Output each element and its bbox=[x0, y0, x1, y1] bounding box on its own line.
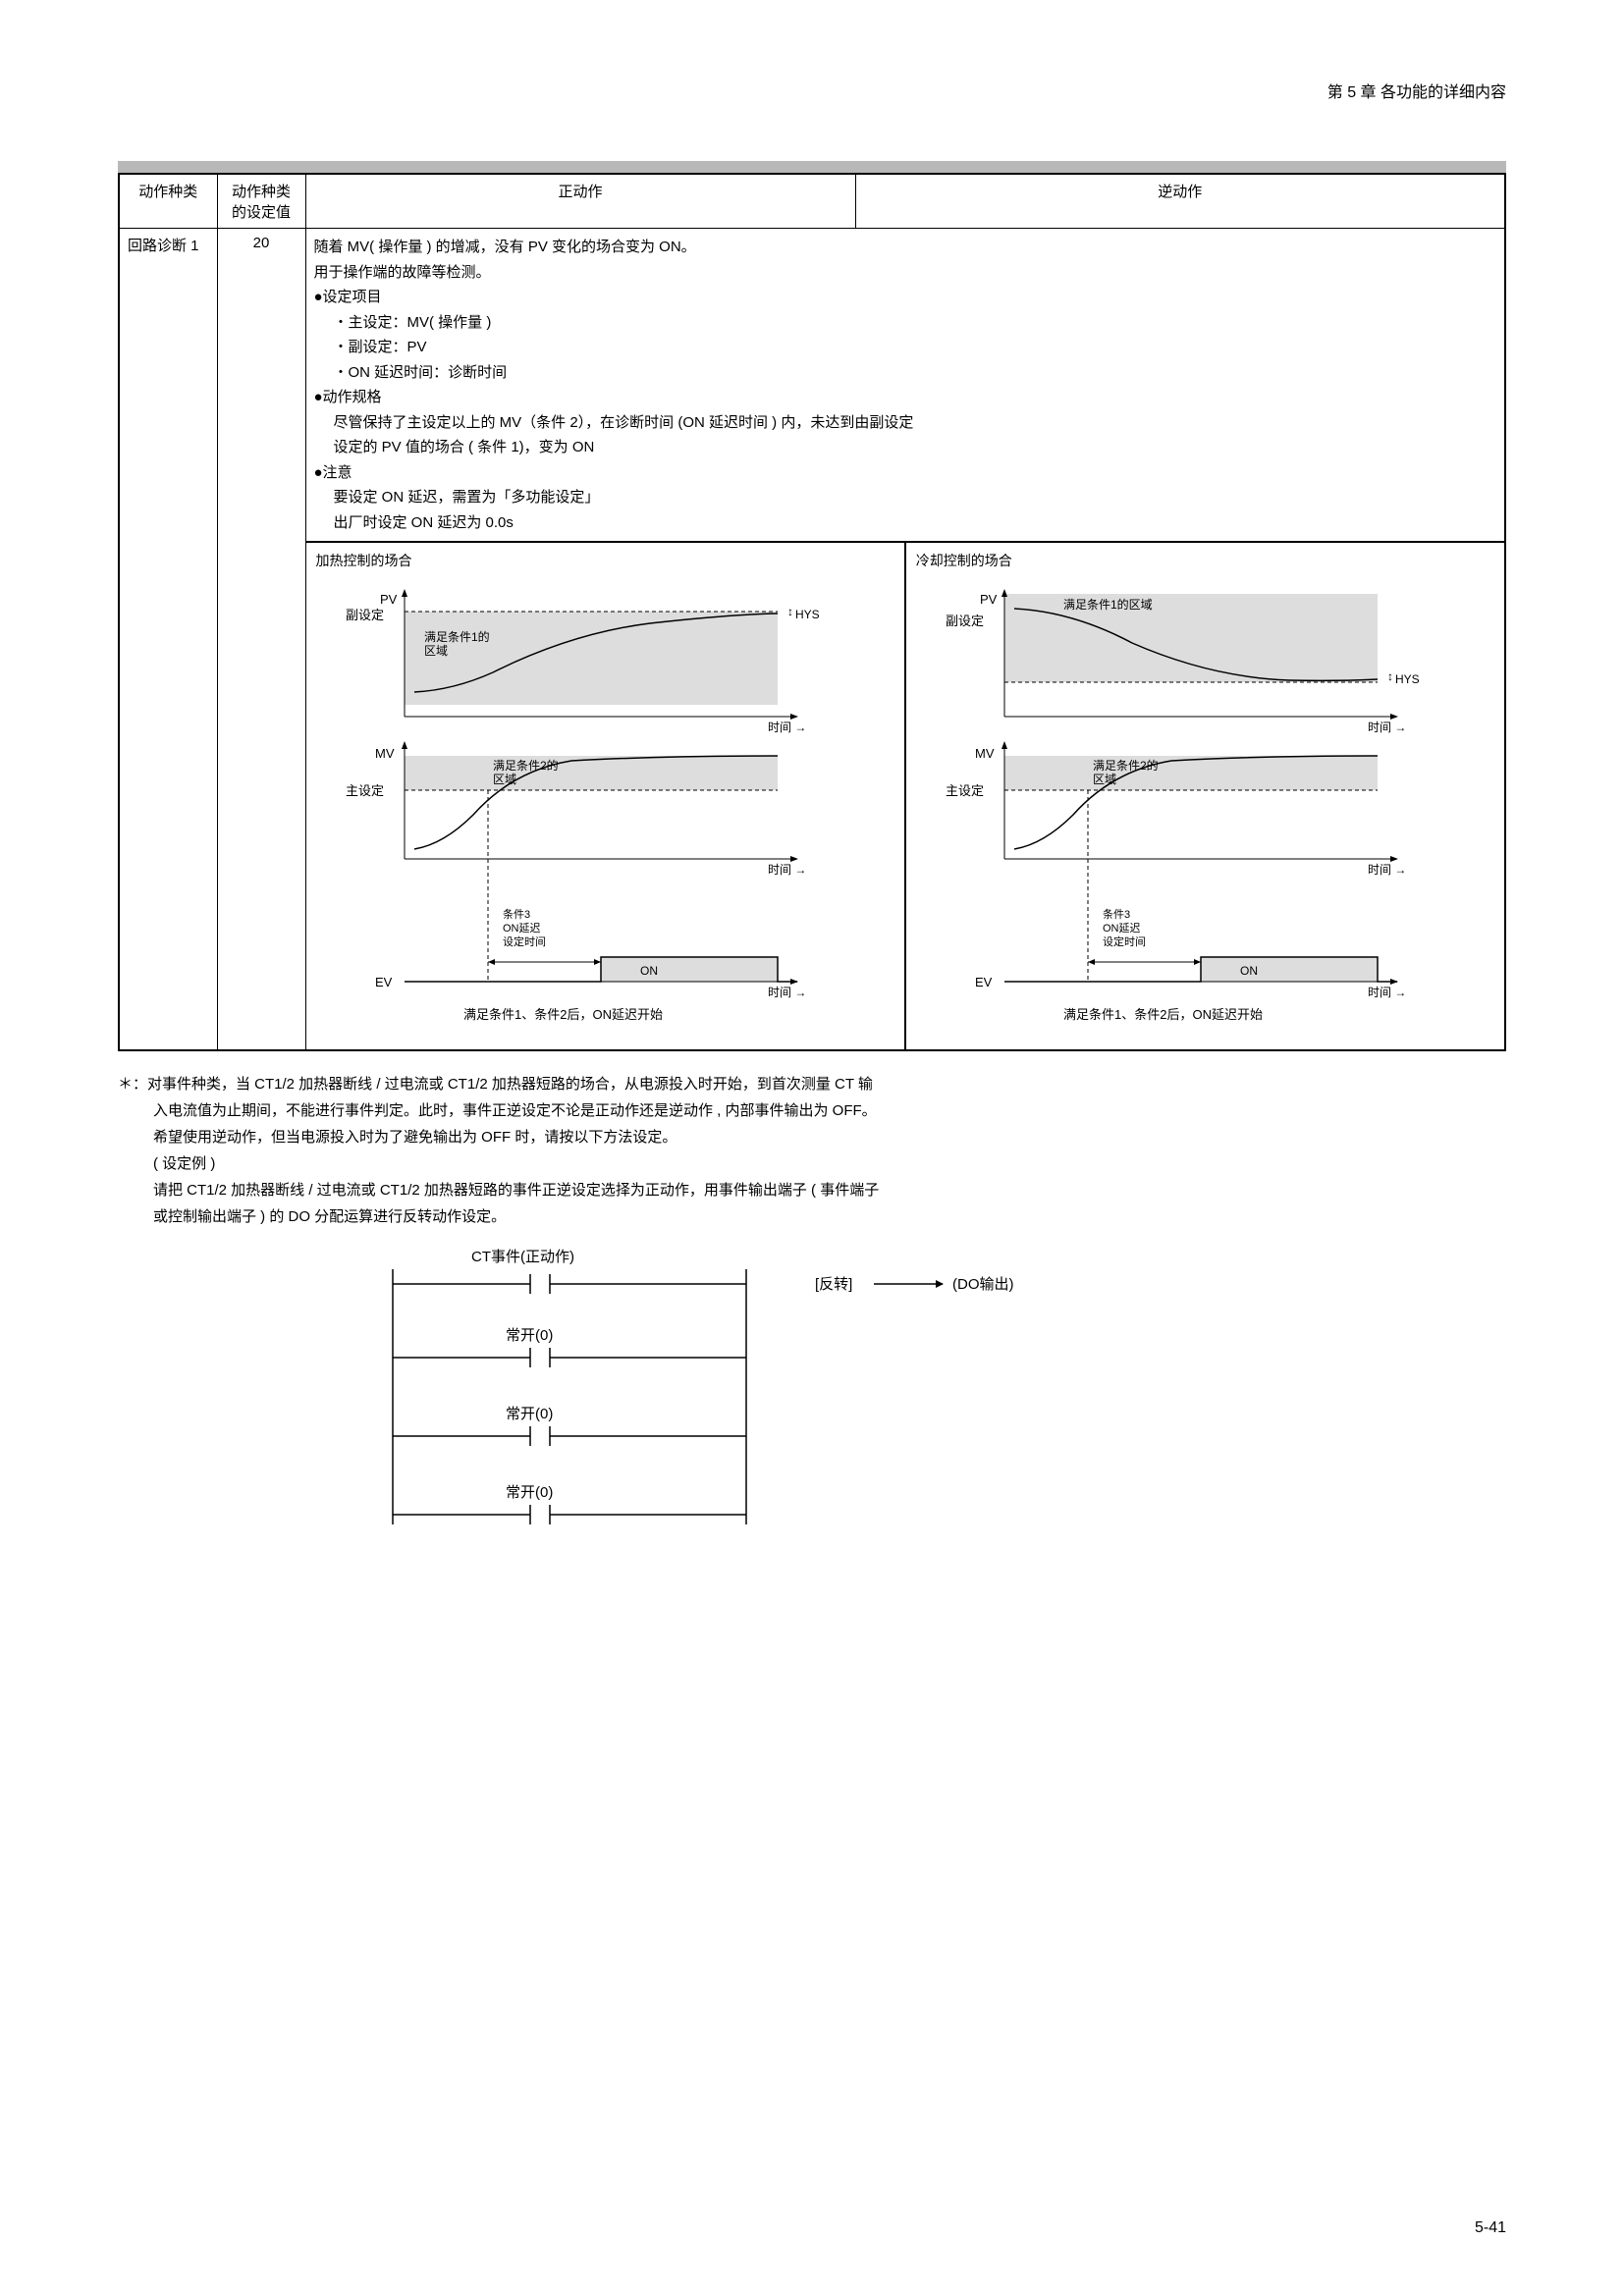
svg-text:常开(0): 常开(0) bbox=[506, 1484, 553, 1501]
svg-text:HYS: HYS bbox=[795, 608, 820, 621]
svg-text:ON: ON bbox=[1240, 964, 1258, 978]
chart-heating-title: 加热控制的场合 bbox=[316, 551, 894, 570]
fn-line: ( 设定例 ) bbox=[118, 1150, 1506, 1177]
table-header-row: 动作种类 动作种类 的设定值 正动作 逆动作 bbox=[119, 174, 1505, 229]
svg-text:时间 →: 时间 → bbox=[1368, 986, 1406, 999]
svg-text:时间 →: 时间 → bbox=[768, 863, 806, 877]
svg-text:PV: PV bbox=[380, 592, 398, 607]
svg-text:满足条件1的区域: 满足条件1的区域 bbox=[1063, 597, 1153, 612]
page-number: 5-41 bbox=[1475, 2219, 1506, 2237]
th-reverse: 逆动作 bbox=[855, 174, 1505, 229]
svg-text:EV: EV bbox=[375, 975, 393, 989]
svg-text:↕: ↕ bbox=[1387, 669, 1393, 683]
page-header: 第 5 章 各功能的详细内容 bbox=[118, 79, 1506, 102]
svg-text:常开(0): 常开(0) bbox=[506, 1406, 553, 1422]
fn-line: 希望使用逆动作，但当电源投入时为了避免输出为 OFF 时，请按以下方法设定。 bbox=[118, 1124, 1506, 1150]
ladder-svg: CT事件(正动作) [反转] (DO输出) 常开(0) 常开(0) 常开(0) bbox=[353, 1240, 1139, 1554]
svg-text:条件3ON延迟设定时间: 条件3ON延迟设定时间 bbox=[503, 907, 546, 948]
svg-text:时间 →: 时间 → bbox=[768, 986, 806, 999]
chart-heating: 加热控制的场合 PV 副设定 ↕ bbox=[306, 542, 905, 1049]
desc-text: 随着 MV( 操作量 ) 的增减，没有 PV 变化的场合变为 ON。 用于操作端… bbox=[306, 229, 1505, 542]
svg-text:EV: EV bbox=[975, 975, 993, 989]
cell-value: 20 bbox=[217, 229, 305, 1051]
cell-name: 回路诊断 1 bbox=[119, 229, 217, 1051]
fn-line: 请把 CT1/2 加热器断线 / 过电流或 CT1/2 加热器短路的事件正逆设定… bbox=[118, 1177, 1506, 1203]
footnote: ＊：对事件种类，当 CT1/2 加热器断线 / 过电流或 CT1/2 加热器短路… bbox=[118, 1071, 1506, 1230]
th-forward: 正动作 bbox=[305, 174, 855, 229]
fn-line: 或控制输出端子 ) 的 DO 分配运算进行反转动作设定。 bbox=[118, 1203, 1506, 1230]
fn-line: ＊：对事件种类，当 CT1/2 加热器断线 / 过电流或 CT1/2 加热器短路… bbox=[118, 1071, 1506, 1097]
th-type: 动作种类 bbox=[119, 174, 217, 229]
svg-text:↕: ↕ bbox=[787, 605, 793, 618]
chart-cooling: 冷却控制的场合 PV 副设定 ↕ bbox=[905, 542, 1504, 1049]
main-table: 动作种类 动作种类 的设定值 正动作 逆动作 回路诊断 1 20 随着 MV( … bbox=[118, 173, 1506, 1051]
svg-text:主设定: 主设定 bbox=[946, 783, 984, 798]
chapter-title: 第 5 章 各功能的详细内容 bbox=[1327, 84, 1506, 101]
svg-text:ON: ON bbox=[640, 964, 658, 978]
svg-text:[反转]: [反转] bbox=[815, 1276, 852, 1293]
cell-desc: 随着 MV( 操作量 ) 的增减，没有 PV 变化的场合变为 ON。 用于操作端… bbox=[305, 229, 1505, 1051]
svg-text:时间 →: 时间 → bbox=[768, 721, 806, 734]
svg-text:常开(0): 常开(0) bbox=[506, 1327, 553, 1344]
svg-text:满足条件1、条件2后，ON延迟开始: 满足条件1、条件2后，ON延迟开始 bbox=[1063, 1007, 1263, 1022]
chart-cooling-title: 冷却控制的场合 bbox=[916, 551, 1494, 570]
table-row: 回路诊断 1 20 随着 MV( 操作量 ) 的增减，没有 PV 变化的场合变为… bbox=[119, 229, 1505, 1051]
charts-row: 加热控制的场合 PV 副设定 ↕ bbox=[306, 542, 1505, 1049]
fn-line: 入电流值为止期间，不能进行事件判定。此时，事件正逆设定不论是正动作还是逆动作 ,… bbox=[118, 1097, 1506, 1124]
svg-text:主设定: 主设定 bbox=[346, 783, 384, 798]
svg-text:时间 →: 时间 → bbox=[1368, 721, 1406, 734]
svg-text:MV: MV bbox=[975, 746, 995, 761]
svg-text:HYS: HYS bbox=[1395, 672, 1420, 686]
svg-text:副设定: 副设定 bbox=[946, 614, 984, 628]
svg-text:时间 →: 时间 → bbox=[1368, 863, 1406, 877]
th-value: 动作种类 的设定值 bbox=[217, 174, 305, 229]
svg-text:CT事件(正动作): CT事件(正动作) bbox=[471, 1249, 574, 1265]
svg-text:PV: PV bbox=[980, 592, 998, 607]
svg-text:条件3ON延迟设定时间: 条件3ON延迟设定时间 bbox=[1103, 907, 1146, 948]
chart-cooling-svg: PV 副设定 ↕ HYS 满足条件1的区域 时间 → bbox=[916, 574, 1446, 1045]
svg-text:满足条件1、条件2后，ON延迟开始: 满足条件1、条件2后，ON延迟开始 bbox=[463, 1007, 663, 1022]
svg-text:副设定: 副设定 bbox=[346, 608, 384, 622]
section-bar bbox=[118, 161, 1506, 173]
ladder-diagram: CT事件(正动作) [反转] (DO输出) 常开(0) 常开(0) 常开(0) bbox=[353, 1240, 1506, 1554]
chart-heating-svg: PV 副设定 ↕ HYS 满足条件1的区域 时间 → bbox=[316, 574, 846, 1045]
svg-text:(DO输出): (DO输出) bbox=[952, 1276, 1014, 1293]
svg-text:MV: MV bbox=[375, 746, 395, 761]
